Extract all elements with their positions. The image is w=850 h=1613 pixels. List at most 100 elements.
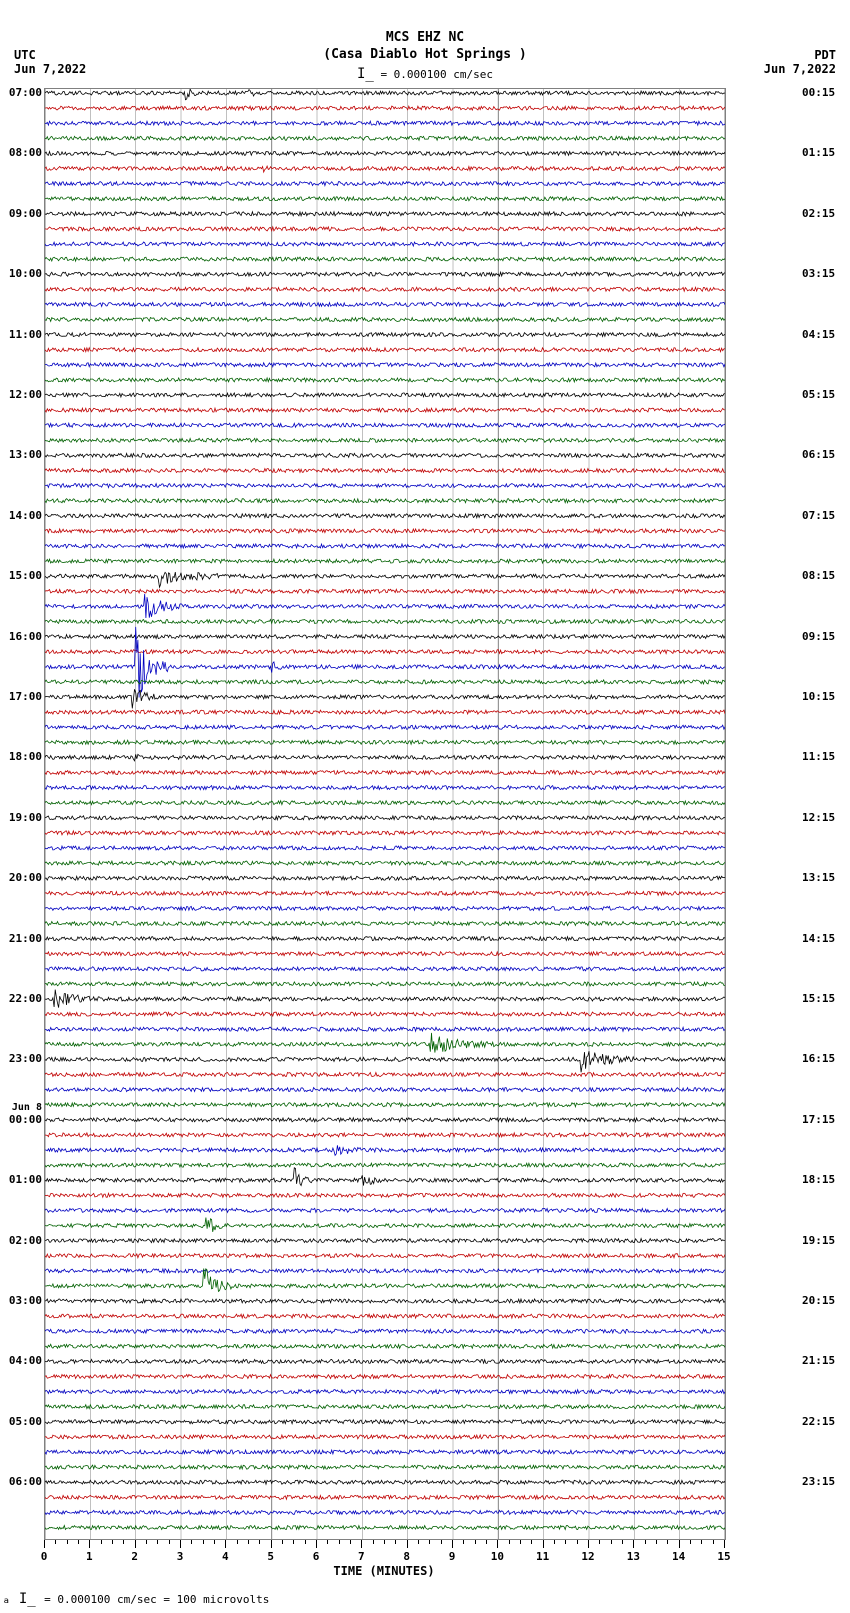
trace-line (45, 469, 725, 473)
trace-line (45, 212, 725, 216)
x-tick (588, 1540, 589, 1548)
footer-scale-text: = 0.000100 cm/sec = 100 microvolts (44, 1593, 269, 1606)
trace-line (45, 514, 725, 518)
x-tick-label: 6 (313, 1550, 320, 1563)
trace-line (45, 408, 725, 412)
x-tick-minor (350, 1540, 351, 1544)
trace-line (45, 257, 725, 261)
left-time-labels: 07:0008:0009:0010:0011:0012:0013:0014:00… (0, 88, 44, 1538)
trace-line (45, 484, 725, 488)
x-tick-minor (486, 1540, 487, 1544)
x-tick-minor (441, 1540, 442, 1544)
x-tick-minor (611, 1540, 612, 1544)
x-tick (543, 1540, 544, 1548)
left-hour-label: 21:00 (9, 932, 42, 945)
x-tick-label: 1 (86, 1550, 93, 1563)
right-hour-label: 10:15 (802, 690, 835, 703)
trace-line (45, 89, 725, 100)
trace-line (45, 272, 725, 276)
x-tick-minor (214, 1540, 215, 1544)
x-tick-label: 2 (131, 1550, 138, 1563)
footer-scale-bar-icon: ₐ I̲ (2, 1591, 44, 1607)
x-tick-label: 11 (536, 1550, 549, 1563)
left-hour-label: 14:00 (9, 509, 42, 522)
trace-line (45, 1329, 725, 1333)
seismogram-container: UTC Jun 7,2022 PDT Jun 7,2022 MCS EHZ NC… (0, 0, 850, 1613)
trace-line (45, 348, 725, 352)
trace-line (45, 967, 725, 971)
x-tick-label: 13 (627, 1550, 640, 1563)
trace-line (45, 544, 725, 548)
right-hour-label: 18:15 (802, 1173, 835, 1186)
x-tick-minor (656, 1540, 657, 1544)
left-hour-label: 19:00 (9, 811, 42, 824)
x-tick-label: 0 (41, 1550, 48, 1563)
left-hour-label: 02:00 (9, 1234, 42, 1247)
trace-line (45, 1526, 725, 1530)
x-tick (679, 1540, 680, 1548)
left-hour-label: 09:00 (9, 207, 42, 220)
trace-line (45, 1435, 725, 1439)
left-hour-label: 17:00 (9, 690, 42, 703)
trace-line (45, 831, 725, 835)
right-hour-label: 21:15 (802, 1354, 835, 1367)
x-tick-minor (531, 1540, 532, 1544)
right-hour-label: 00:15 (802, 86, 835, 99)
x-tick-minor (169, 1540, 170, 1544)
trace-line (45, 650, 725, 654)
trace-line (45, 786, 725, 790)
x-tick-label: 9 (449, 1550, 456, 1563)
trace-line (45, 816, 725, 820)
x-tick-minor (259, 1540, 260, 1544)
trace-line (45, 499, 725, 503)
x-tick-label: 4 (222, 1550, 229, 1563)
trace-line (45, 182, 725, 186)
trace-line (45, 1314, 725, 1318)
x-tick-minor (713, 1540, 714, 1544)
x-tick-minor (146, 1540, 147, 1544)
x-tick-minor (78, 1540, 79, 1544)
trace-line (45, 771, 725, 775)
trace-line (45, 1163, 725, 1167)
trace-line (45, 1299, 725, 1303)
trace-line (45, 378, 725, 382)
x-tick-minor (123, 1540, 124, 1544)
x-tick (497, 1540, 498, 1548)
trace-line (45, 302, 725, 306)
x-tick-label: 5 (267, 1550, 274, 1563)
right-hour-label: 12:15 (802, 811, 835, 824)
trace-line (45, 287, 725, 291)
left-hour-label: 03:00 (9, 1294, 42, 1307)
trace-line (45, 1510, 725, 1514)
trace-line (45, 1193, 725, 1197)
right-hour-label: 09:15 (802, 630, 835, 643)
x-tick-minor (101, 1540, 102, 1544)
x-tick-minor (327, 1540, 328, 1544)
trace-line (45, 1103, 725, 1107)
left-hour-label: 15:00 (9, 569, 42, 582)
x-tick (452, 1540, 453, 1548)
x-tick-minor (599, 1540, 600, 1544)
trace-line (45, 151, 725, 155)
trace-line (45, 363, 725, 367)
x-tick-minor (690, 1540, 691, 1544)
left-hour-label: 22:00 (9, 992, 42, 1005)
trace-line (45, 635, 725, 639)
x-tick-minor (157, 1540, 158, 1544)
x-tick (407, 1540, 408, 1548)
right-hour-label: 05:15 (802, 388, 835, 401)
chart-header: MCS EHZ NC (Casa Diablo Hot Springs ) (0, 30, 850, 64)
x-tick-label: 8 (403, 1550, 410, 1563)
x-tick-label: 7 (358, 1550, 365, 1563)
trace-line (45, 166, 725, 172)
right-hour-label: 08:15 (802, 569, 835, 582)
trace-line (45, 1218, 725, 1232)
x-tick (180, 1540, 181, 1548)
trace-line (45, 861, 725, 865)
footer-scale: ₐ I̲ = 0.000100 cm/sec = 100 microvolts (2, 1591, 269, 1607)
trace-line (45, 937, 725, 941)
x-tick-minor (248, 1540, 249, 1544)
trace-line (45, 1420, 725, 1424)
scale-indicator: I̲ = 0.000100 cm/sec (0, 66, 850, 82)
trace-line (45, 1168, 725, 1186)
